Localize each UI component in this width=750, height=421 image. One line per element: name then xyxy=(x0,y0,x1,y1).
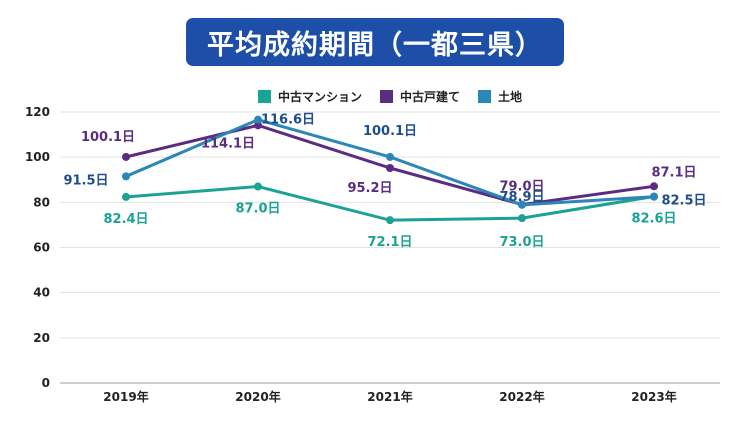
data-point xyxy=(386,164,394,173)
data-label: 73.0日 xyxy=(499,235,544,250)
legend: 中古マンション 中古戸建て 土地 xyxy=(0,86,750,106)
data-label: 82.5日 xyxy=(661,194,706,209)
data-label: 91.5日 xyxy=(63,173,108,188)
y-axis: 0 20 40 60 80 100 120 xyxy=(25,105,50,390)
data-label: 100.1日 xyxy=(363,124,417,139)
data-point xyxy=(254,182,262,191)
legend-item-mansion: 中古マンション xyxy=(257,88,362,105)
y-tick-label: 20 xyxy=(33,331,50,345)
data-label: 100.1日 xyxy=(81,130,135,145)
x-tick-label: 2019年 xyxy=(103,389,148,404)
data-point xyxy=(386,216,394,225)
legend-swatch-house xyxy=(379,89,393,103)
legend-label-house: 中古戸建て xyxy=(399,89,460,104)
data-label: 87.1日 xyxy=(651,165,696,180)
legend-label-land: 土地 xyxy=(498,89,523,104)
data-label: 95.2日 xyxy=(347,181,392,196)
data-point xyxy=(254,115,262,124)
legend-swatch-mansion xyxy=(257,89,271,103)
x-tick-label: 2020年 xyxy=(235,389,280,404)
data-point xyxy=(386,152,394,161)
y-tick-label: 80 xyxy=(33,195,50,209)
x-axis: 2019年 2020年 2021年 2022年 2023年 xyxy=(103,389,676,404)
chart-title: 平均成約期間（一都三県） xyxy=(207,29,543,61)
legend-swatch-land xyxy=(478,89,491,103)
data-labels: 82.4日 87.0日 72.1日 73.0日 82.6日 100.1日 114.1日 95.… xyxy=(63,113,706,250)
series-group xyxy=(122,115,658,225)
legend-item-house: 中古戸建て xyxy=(379,88,460,105)
legend-item-land: 土地 xyxy=(478,88,522,105)
legend-label-mansion: 中古マンション xyxy=(277,89,362,104)
y-tick-label: 60 xyxy=(33,241,50,255)
data-point xyxy=(254,121,262,130)
y-tick-label: 100 xyxy=(25,150,50,164)
data-label: 72.1日 xyxy=(367,235,412,250)
data-point xyxy=(650,182,658,191)
data-label: 114.1日 xyxy=(201,136,255,151)
data-point xyxy=(122,192,130,201)
chart-title-banner: 平均成約期間（一都三県） xyxy=(186,18,564,66)
data-label: 78.9日 xyxy=(499,190,544,205)
data-point xyxy=(518,214,526,223)
data-point xyxy=(650,192,658,201)
data-label: 116.6日 xyxy=(261,113,315,128)
x-tick-label: 2021年 xyxy=(367,389,412,404)
data-label: 82.6日 xyxy=(631,211,676,226)
x-tick-label: 2023年 xyxy=(631,389,676,404)
x-tick-label: 2022年 xyxy=(499,389,544,404)
y-tick-label: 40 xyxy=(33,286,50,300)
y-tick-label: 0 xyxy=(42,376,50,390)
data-label: 79.0日 xyxy=(499,180,544,195)
data-label: 87.0日 xyxy=(235,202,280,217)
data-point xyxy=(122,152,130,161)
y-tick-label: 120 xyxy=(25,105,50,119)
data-point xyxy=(122,172,130,181)
data-label: 82.4日 xyxy=(103,212,148,227)
data-point xyxy=(518,200,526,209)
